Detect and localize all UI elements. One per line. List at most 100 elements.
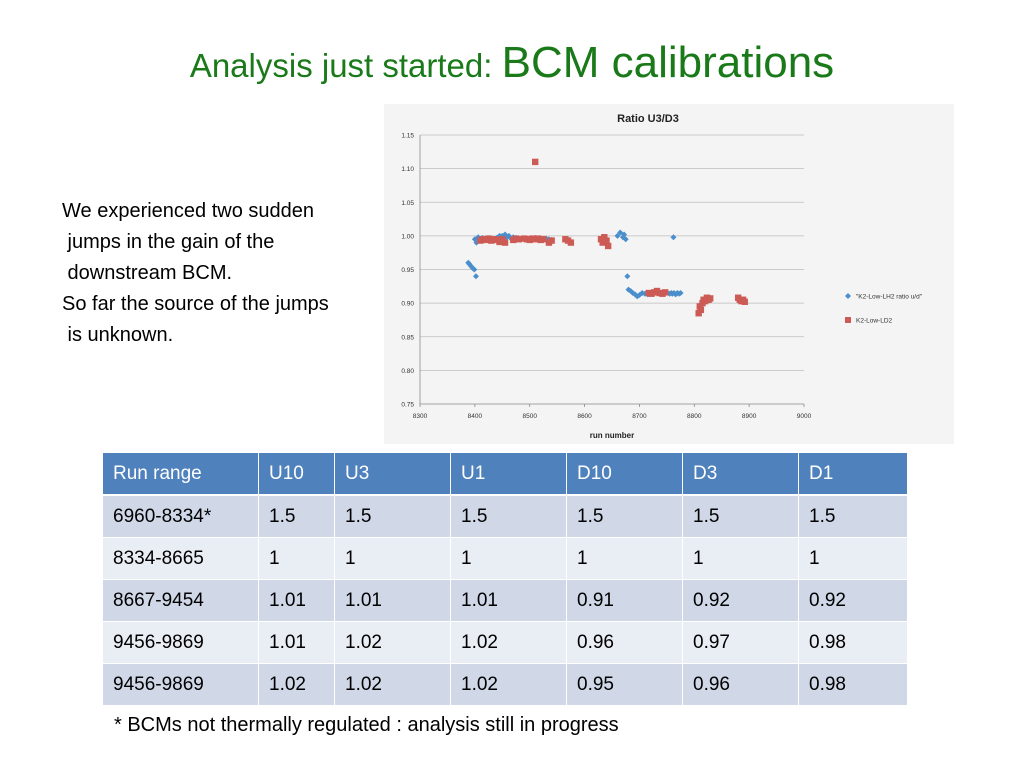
table-cell: 1 — [334, 537, 451, 580]
table-cell: 1.02 — [334, 663, 451, 706]
legend-label: K2-Low-LD2 — [856, 318, 893, 325]
table-cell: 1 — [566, 537, 683, 580]
x-axis-label: run number — [590, 431, 634, 440]
lh2-data-point — [621, 231, 628, 238]
lh2-data-point — [468, 263, 475, 270]
lh2-data-point — [622, 236, 629, 243]
lh2-data-point — [471, 236, 478, 243]
ld2-data-point — [548, 237, 555, 244]
x-tick-label: 8300 — [413, 413, 428, 420]
header-d1: D1 — [798, 452, 908, 496]
table-cell: 8334-8665 — [102, 537, 259, 580]
ld2-data-point — [599, 239, 606, 246]
legend-label: "K2-Low-LH2 ratio u/d" — [856, 294, 923, 301]
table-cell: 6960-8334* — [102, 494, 259, 538]
table-cell: 0.98 — [798, 663, 908, 706]
y-tick-label: 1.10 — [401, 166, 414, 173]
ld2-data-point — [532, 158, 539, 166]
ld2-data-point — [501, 239, 509, 246]
footnote: * BCMs not thermally regulated : analysi… — [114, 714, 619, 736]
ld2-data-point — [696, 303, 703, 310]
x-tick-label: 9000 — [797, 413, 812, 420]
y-tick-label: 0.75 — [401, 402, 414, 409]
ld2-data-point — [601, 234, 608, 241]
body-line: jumps in the gain of the — [62, 231, 275, 253]
y-tick-label: 0.80 — [401, 368, 414, 375]
title-main: BCM calibrations — [501, 38, 835, 87]
header-d3: D3 — [682, 452, 799, 496]
table-cell: 0.92 — [682, 579, 799, 622]
ld2-data-point — [662, 289, 669, 296]
table-cell: 1.5 — [450, 494, 567, 538]
y-tick-label: 1.15 — [401, 133, 414, 140]
ld2-data-point — [540, 236, 547, 243]
table-cell: 0.95 — [566, 663, 683, 706]
chart-legend: "K2-Low-LH2 ratio u/d" K2-Low-LD2 — [845, 293, 923, 325]
header-u1: U1 — [450, 452, 567, 496]
ld2-data-point — [741, 298, 748, 305]
table-cell: 1.01 — [258, 621, 335, 664]
header-u3: U3 — [334, 452, 451, 496]
table-header-row: Run range U10 U3 U1 D10 D3 D1 — [102, 452, 908, 496]
y-tick-label: 1.05 — [401, 200, 414, 207]
table-cell: 9456-9869 — [102, 663, 259, 706]
lh2-data-point — [641, 290, 648, 297]
table-row: 8667-9454 1.01 1.01 1.01 0.91 0.92 0.92 — [102, 579, 908, 622]
y-tick-label: 0.85 — [401, 334, 414, 341]
chart-title: Ratio U3/D3 — [617, 113, 679, 125]
ld2-data-point — [695, 310, 702, 317]
x-tick-label: 8800 — [687, 413, 702, 420]
table-cell: 1.01 — [258, 579, 335, 622]
legend-marker — [845, 293, 851, 299]
ld2-data-point — [706, 295, 714, 302]
ratio-chart: Ratio U3/D3 0.75 0.80 0.85 0.90 0.95 1.00 1.05… — [384, 104, 954, 444]
lh2-data-point — [471, 266, 478, 273]
header-d10: D10 — [566, 452, 683, 496]
ld2-data-point — [702, 297, 709, 305]
table-cell: 1 — [450, 537, 567, 580]
lh2-data-point — [472, 273, 479, 280]
table-cell: 9456-9869 — [102, 621, 259, 664]
table-cell: 0.98 — [798, 621, 908, 664]
title-prefix: Analysis just started: — [189, 47, 502, 84]
body-line: downstream BCM. — [62, 262, 233, 284]
lh2-data-point — [614, 232, 621, 239]
ld2-data-point — [515, 236, 522, 243]
table-cell: 1.5 — [334, 494, 451, 538]
table-cell: 1 — [798, 537, 908, 580]
lh2-data-point — [636, 292, 643, 299]
table-cell: 1.01 — [334, 579, 451, 622]
table-cell: 1.02 — [334, 621, 451, 664]
ld2-data-point — [567, 239, 575, 246]
table-row: 6960-8334* 1.5 1.5 1.5 1.5 1.5 1.5 — [102, 494, 908, 538]
ratio-chart-svg: Ratio U3/D3 0.75 0.80 0.85 0.90 0.95 1.00 1.05… — [401, 113, 923, 440]
x-tick-label: 8500 — [522, 413, 537, 420]
ld2-data-point — [697, 306, 705, 314]
table-cell: 0.96 — [566, 621, 683, 664]
x-tick-label: 8400 — [468, 413, 483, 420]
ld2-data-point — [499, 236, 506, 243]
body-line: is unknown. — [62, 324, 174, 346]
table-row: 9456-9869 1.02 1.02 1.02 0.95 0.96 0.98 — [102, 663, 908, 706]
table-cell: 0.96 — [682, 663, 799, 706]
table-cell: 1.5 — [566, 494, 683, 538]
table-cell: 1 — [682, 537, 799, 580]
lh2-data-point — [473, 239, 480, 246]
slide-title: Analysis just started: BCM calibrations — [0, 38, 1024, 88]
x-tick-label: 8900 — [742, 413, 757, 420]
table-cell: 1.02 — [450, 621, 567, 664]
y-axis-ticks: 0.75 0.80 0.85 0.90 0.95 1.00 1.05 1.10 1.15 — [401, 133, 414, 409]
lh2-data-point — [624, 273, 631, 280]
body-line: So far the source of the jumps — [62, 293, 329, 315]
y-tick-label: 1.00 — [401, 233, 414, 240]
legend-marker — [845, 317, 851, 323]
x-tick-label: 8600 — [577, 413, 592, 420]
ld2-data-point — [603, 237, 610, 244]
body-line: We experienced two sudden — [62, 200, 315, 222]
body-text: We experienced two sudden jumps in the g… — [62, 196, 392, 351]
chart-grid — [419, 134, 805, 407]
lh2-data-point — [670, 234, 677, 241]
table-row: 9456-9869 1.01 1.02 1.02 0.96 0.97 0.98 — [102, 621, 908, 664]
x-tick-label: 8700 — [632, 413, 647, 420]
table-cell: 1.5 — [258, 494, 335, 538]
